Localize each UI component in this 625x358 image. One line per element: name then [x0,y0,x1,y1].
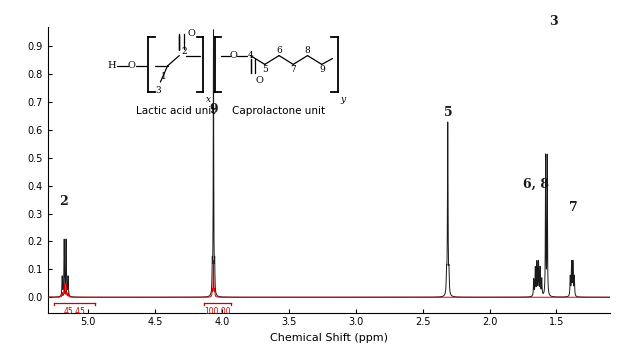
Text: 5: 5 [262,65,268,74]
Text: 6, 8: 6, 8 [522,178,549,191]
Text: 2: 2 [59,195,68,208]
Text: 3: 3 [549,15,558,28]
Text: 100.00: 100.00 [204,307,231,316]
Text: O: O [229,51,237,60]
Text: O: O [128,61,136,71]
X-axis label: Chemical Shift (ppm): Chemical Shift (ppm) [270,333,388,343]
Text: 2: 2 [182,47,188,56]
Text: x: x [206,95,211,104]
Text: O: O [188,29,196,38]
Text: 7: 7 [291,65,296,74]
Text: 9: 9 [209,103,218,116]
Text: y: y [341,95,346,104]
Text: 4: 4 [248,51,254,60]
Text: Lactic acid unit: Lactic acid unit [136,106,216,116]
Text: 7: 7 [569,200,578,214]
Text: Caprolactone unit: Caprolactone unit [232,106,326,116]
Text: H: H [107,61,116,71]
Text: 9: 9 [319,65,324,74]
Text: O: O [255,76,263,85]
Text: 1: 1 [161,72,167,81]
Text: 6: 6 [276,46,282,55]
Text: 45.45: 45.45 [64,307,86,316]
Text: 5: 5 [444,106,452,119]
Text: 8: 8 [304,46,311,55]
Text: 3: 3 [155,86,161,95]
